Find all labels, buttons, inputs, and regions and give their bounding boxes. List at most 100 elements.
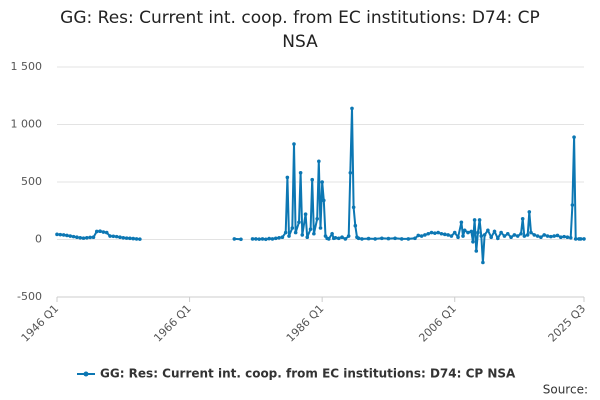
data-point <box>283 230 288 235</box>
data-point <box>75 235 79 239</box>
y-tick-label: 1 500 <box>11 60 43 73</box>
data-point <box>78 235 83 240</box>
data-point <box>492 229 497 234</box>
data-point <box>330 231 334 236</box>
x-tick-label: 2006 Q1 <box>416 302 459 345</box>
data-point <box>273 236 278 241</box>
data-point <box>287 234 291 238</box>
data-point <box>118 235 122 239</box>
data-point <box>65 233 69 238</box>
data-point <box>290 226 295 230</box>
data-point <box>446 233 450 237</box>
data-point <box>317 159 321 164</box>
data-point <box>436 230 440 235</box>
data-point <box>101 230 106 234</box>
legend-marker <box>83 371 89 377</box>
data-point <box>360 237 364 241</box>
x-tick-label: 2025 Q3 <box>546 302 589 345</box>
data-point <box>573 237 578 241</box>
data-point <box>558 235 563 239</box>
data-point <box>71 234 76 239</box>
data-point <box>429 230 434 235</box>
data-point <box>555 233 560 238</box>
data-point <box>297 220 301 225</box>
data-point <box>356 236 361 241</box>
data-point <box>254 237 258 241</box>
data-point <box>134 237 139 241</box>
data-point <box>128 236 132 241</box>
data-point <box>452 230 457 235</box>
data-point <box>264 237 268 242</box>
data-point <box>257 237 261 241</box>
data-point <box>532 233 537 237</box>
source-label: Source: <box>543 383 588 397</box>
data-point <box>509 235 513 239</box>
data-point <box>111 234 116 239</box>
data-point <box>515 234 520 238</box>
data-point <box>351 205 356 210</box>
data-point <box>292 142 296 146</box>
x-tick-label: 1946 Q1 <box>19 302 62 345</box>
data-point <box>399 237 404 241</box>
data-point <box>346 234 351 238</box>
legend-label: GG: Res: Current int. coop. from EC inst… <box>100 367 516 381</box>
data-point <box>552 234 556 238</box>
data-point <box>308 227 313 231</box>
data-point <box>315 217 319 221</box>
data-point <box>305 235 310 239</box>
data-point <box>406 237 411 241</box>
data-point <box>562 234 566 239</box>
data-point <box>578 237 583 241</box>
data-point <box>482 233 487 237</box>
data-point <box>565 235 570 239</box>
data-point <box>486 228 490 233</box>
data-point <box>350 106 354 111</box>
data-point <box>353 223 358 228</box>
data-point <box>386 236 391 241</box>
data-point <box>426 231 431 236</box>
y-tick-label: 500 <box>21 175 42 188</box>
data-point <box>68 234 73 238</box>
data-point <box>466 230 470 235</box>
data-point <box>471 240 475 244</box>
data-point <box>393 236 397 241</box>
data-point <box>512 233 517 237</box>
data-point <box>489 235 493 239</box>
data-point <box>413 236 417 241</box>
chart-title: GG: Res: Current int. coop. from EC inst… <box>60 8 540 52</box>
data-point <box>423 233 427 237</box>
data-point <box>366 236 371 241</box>
data-point <box>88 235 92 240</box>
data-point <box>277 235 281 240</box>
data-point <box>343 237 348 241</box>
data-point <box>502 234 507 238</box>
data-point <box>340 235 344 239</box>
data-point <box>472 218 477 222</box>
data-point <box>312 231 316 236</box>
data-point <box>439 231 444 236</box>
data-point <box>545 234 550 238</box>
data-point <box>549 234 553 239</box>
data-point <box>456 235 460 239</box>
data-point <box>326 237 331 241</box>
data-point <box>91 235 96 239</box>
data-point <box>55 232 59 237</box>
data-point <box>505 231 510 236</box>
data-point <box>298 171 303 175</box>
data-point <box>469 229 474 234</box>
data-point <box>525 233 530 237</box>
data-point <box>373 237 377 241</box>
data-point <box>310 177 315 182</box>
data-point <box>568 235 573 240</box>
data-point <box>481 260 485 265</box>
data-point <box>477 218 482 222</box>
data-point <box>474 249 479 253</box>
data-point <box>260 237 265 241</box>
data-point <box>124 236 129 240</box>
data-point <box>539 235 543 239</box>
data-point <box>542 233 547 237</box>
data-point <box>121 235 126 240</box>
x-tick-label: 1966 Q1 <box>151 302 194 345</box>
data-point <box>320 180 324 184</box>
